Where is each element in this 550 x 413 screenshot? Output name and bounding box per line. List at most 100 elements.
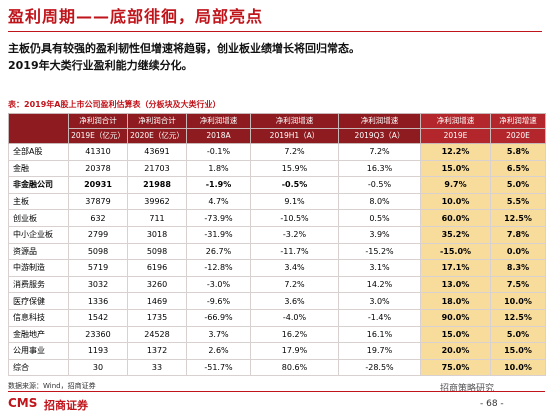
table-cell: -0.5% <box>250 176 339 194</box>
table-cell: 18.0% <box>420 292 491 310</box>
summary-line: 主板仍具有较强的盈利韧性但增速将趋弱，创业板业绩增长将回归常态。 <box>8 42 360 55</box>
table-cell: 16.1% <box>338 325 421 344</box>
table-cell: 14.2% <box>338 275 421 294</box>
table-cell: 1542 <box>68 308 128 327</box>
table-cell: 2799 <box>68 225 128 244</box>
table-cell: 16.3% <box>338 159 421 178</box>
table-cell: 90.0% <box>420 308 491 327</box>
table-cell: 6.5% <box>490 159 546 178</box>
table-cell: 39962 <box>127 192 187 211</box>
table-cell: 6196 <box>127 259 187 277</box>
column-header: 2019H1（A） <box>250 128 339 144</box>
table-cell: -3.2% <box>250 225 339 244</box>
column-header: 净利润合计 <box>68 113 128 129</box>
table-cell: 15.0% <box>420 325 491 344</box>
title-rule <box>8 31 542 32</box>
table-cell: 1469 <box>127 292 187 310</box>
page-number: - 68 - <box>480 399 504 409</box>
row-label: 全部A股 <box>8 143 69 161</box>
table-cell: 8.0% <box>338 192 421 211</box>
row-label: 非金融公司 <box>8 176 69 194</box>
table-cell: 12.2% <box>420 143 491 161</box>
column-header: 2020E（亿元） <box>127 128 187 144</box>
table-cell: 17.9% <box>250 342 339 360</box>
table-cell: 3018 <box>127 225 187 244</box>
table-cell: 5.0% <box>490 176 546 194</box>
table-cell: 43691 <box>127 143 187 161</box>
table-row: 主板 37879 39962 4.7% 9.1% 8.0% 10.0% 5.5% <box>8 192 546 211</box>
logo-text: 招商证券 <box>44 399 88 412</box>
table-cell: 5.0% <box>490 325 546 344</box>
table-cell: 30 <box>68 358 128 377</box>
table-cell: -15.0% <box>420 242 491 261</box>
row-label: 金融 <box>8 159 69 178</box>
table-cell: 3.7% <box>186 325 251 344</box>
column-header: 2019E <box>420 128 491 144</box>
table-cell: 19.7% <box>338 342 421 360</box>
table-cell: 3.4% <box>250 259 339 277</box>
table-cell: -51.7% <box>186 358 251 377</box>
table-row: 公用事业 1193 1372 2.6% 17.9% 19.7% 20.0% 15.0% <box>8 342 546 360</box>
table-cell: 5719 <box>68 259 128 277</box>
table-cell: 35.2% <box>420 225 491 244</box>
earnings-table: 净利润合计 净利润合计 净利润增速 净利润增速 净利润增速 净利润增速 净利润增速 2019E… <box>8 113 546 377</box>
table-cell: 7.5% <box>490 275 546 294</box>
brand: 招商策略研究 <box>440 384 495 394</box>
table-cell: -9.6% <box>186 292 251 310</box>
footer-rule <box>8 391 545 392</box>
table-cell: 80.6% <box>250 358 339 377</box>
table-cell: 632 <box>68 209 128 227</box>
table-cell: -10.5% <box>250 209 339 227</box>
column-header: 净利润增速 <box>490 113 546 129</box>
table-cell: 21988 <box>127 176 187 194</box>
column-header: 净利润增速 <box>420 113 491 129</box>
row-label: 主板 <box>8 192 69 211</box>
table-cell: 20931 <box>68 176 128 194</box>
table-cell: 1193 <box>68 342 128 360</box>
table-cell: 2.6% <box>186 342 251 360</box>
table-cell: 26.7% <box>186 242 251 261</box>
table-cell: 711 <box>127 209 187 227</box>
data-source: 数据来源：Wind，招商证券 <box>8 382 96 390</box>
table-cell: 5098 <box>127 242 187 261</box>
table-cell: -31.9% <box>186 225 251 244</box>
table-cell: 20.0% <box>420 342 491 360</box>
table-cell: 60.0% <box>420 209 491 227</box>
table-cell: 33 <box>127 358 187 377</box>
column-header: 2018A <box>186 128 251 144</box>
row-label: 公用事业 <box>8 342 69 360</box>
logo-mark: CMS <box>8 396 38 410</box>
table-cell: 9.7% <box>420 176 491 194</box>
column-header: 净利润增速 <box>338 113 421 129</box>
table-cell: 1.8% <box>186 159 251 178</box>
table-cell: 15.9% <box>250 159 339 178</box>
table-row: 中游制造 5719 6196 -12.8% 3.4% 3.1% 17.1% 8.3% <box>8 259 546 277</box>
table-cell: 9.1% <box>250 192 339 211</box>
table-cell: -73.9% <box>186 209 251 227</box>
table-cell: 20378 <box>68 159 128 178</box>
table-cell: 23360 <box>68 325 128 344</box>
table-cell: 3.0% <box>338 292 421 310</box>
table-row: 消费服务 3032 3260 -3.0% 7.2% 14.2% 13.0% 7.5% <box>8 275 546 294</box>
table-cell: 5.8% <box>490 143 546 161</box>
table-cell: 7.2% <box>250 143 339 161</box>
table-cell: 12.5% <box>490 209 546 227</box>
table-cell: 3.6% <box>250 292 339 310</box>
table-cell: -1.9% <box>186 176 251 194</box>
row-label: 信息科技 <box>8 308 69 327</box>
table-cell: -15.2% <box>338 242 421 261</box>
table-cell: 15.0% <box>420 159 491 178</box>
slide-title: 盈利周期——底部徘徊，局部亮点 <box>8 7 264 26</box>
table-cell: 7.2% <box>338 143 421 161</box>
table-cell: -11.7% <box>250 242 339 261</box>
table-row: 资源品 5098 5098 26.7% -11.7% -15.2% -15.0% 0.0% <box>8 242 546 261</box>
table-cell: 5.5% <box>490 192 546 211</box>
table-cell: 21703 <box>127 159 187 178</box>
table-cell: 7.2% <box>250 275 339 294</box>
row-label: 创业板 <box>8 209 69 227</box>
table-cell: 3.9% <box>338 225 421 244</box>
column-header: 净利润增速 <box>250 113 339 129</box>
table-cell: 12.5% <box>490 308 546 327</box>
table-cell: 3032 <box>68 275 128 294</box>
